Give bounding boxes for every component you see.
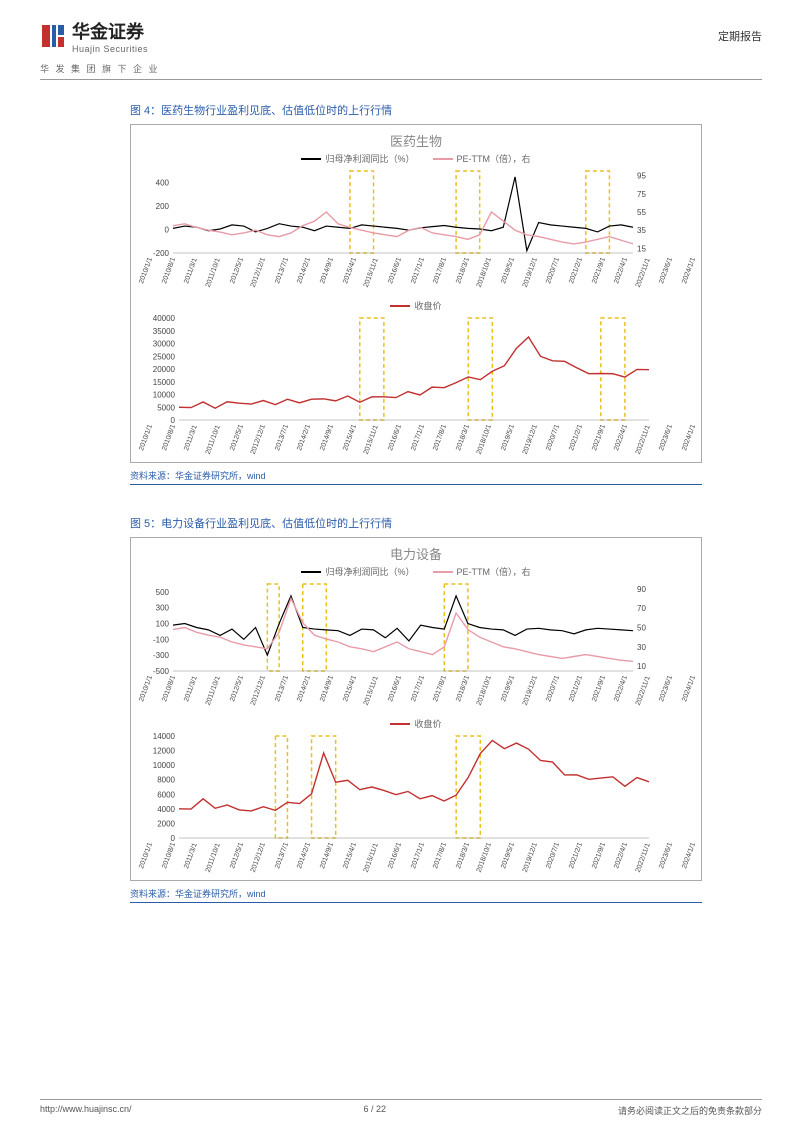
svg-text:95: 95 — [637, 172, 646, 181]
content: 图 4：医药生物行业盈利见底、估值低位时的上行行情 医药生物 归母净利润同比（%… — [0, 80, 802, 903]
svg-text:0: 0 — [165, 226, 170, 235]
svg-text:200: 200 — [156, 202, 170, 211]
svg-text:90: 90 — [637, 585, 646, 594]
logo-icon — [40, 23, 66, 49]
svg-text:10000: 10000 — [153, 761, 176, 770]
svg-text:55: 55 — [637, 208, 646, 217]
svg-text:-300: -300 — [153, 651, 170, 660]
page: 华金证券 Huajin Securities 定期报告 华 发 集 团 旗 下 … — [0, 0, 802, 1133]
footer-page: 6 / 22 — [364, 1104, 387, 1117]
fig4-bottom-plot: 0 5000 10000 15000 20000 25000 30000 35000 40000 — [139, 314, 659, 424]
svg-text:15: 15 — [637, 244, 646, 253]
legend-label: PE-TTM（倍），右 — [457, 152, 531, 165]
svg-text:400: 400 — [156, 179, 170, 188]
header-subtitle: 华 发 集 团 旗 下 企 业 — [0, 62, 802, 79]
footer: http://www.huajinsc.cn/ 6 / 22 请务必阅读正文之后… — [0, 1099, 802, 1117]
svg-text:100: 100 — [156, 620, 170, 629]
svg-text:10000: 10000 — [153, 391, 176, 400]
legend-label: 归母净利润同比（%） — [325, 565, 414, 578]
svg-text:20000: 20000 — [153, 365, 176, 374]
fig4-bottom-xaxis: 2010/1/12010/8/12011/3/12011/10/12012/5/… — [139, 424, 693, 460]
svg-text:14000: 14000 — [153, 732, 176, 741]
svg-text:35: 35 — [637, 226, 646, 235]
svg-text:40000: 40000 — [153, 314, 176, 323]
svg-text:5000: 5000 — [157, 403, 175, 412]
legend-label: PE-TTM（倍），右 — [457, 565, 531, 578]
svg-text:0: 0 — [171, 834, 176, 842]
fig4-chart: 医药生物 归母净利润同比（%） PE-TTM（倍），右 -200 0 200 400 1… — [130, 124, 702, 463]
fig5-panel-title: 电力设备 — [139, 544, 693, 563]
svg-text:50: 50 — [637, 624, 646, 633]
brand-cn: 华金证券 — [72, 18, 148, 44]
svg-text:-200: -200 — [153, 249, 170, 257]
fig5-top-plot: -500 -300 -100 100 300 500 10 30 50 70 90 — [139, 580, 659, 675]
brand-en: Huajin Securities — [72, 44, 148, 54]
svg-text:-100: -100 — [153, 635, 170, 644]
svg-text:75: 75 — [637, 190, 646, 199]
svg-text:-500: -500 — [153, 667, 170, 675]
fig5-top-xaxis: 2010/1/12010/8/12011/3/12011/10/12012/5/… — [139, 675, 693, 711]
fig4-top-plot: -200 0 200 400 15 35 55 75 95 — [139, 167, 659, 257]
svg-text:30: 30 — [637, 643, 646, 652]
fig5-legend-bottom: 收盘价 — [139, 717, 693, 730]
fig4-panel-title: 医药生物 — [139, 131, 693, 150]
svg-text:15000: 15000 — [153, 378, 176, 387]
fig4-title: 图 4：医药生物行业盈利见底、估值低位时的上行行情 — [130, 102, 702, 118]
fig5-source: 资料来源：华金证券研究所，wind — [130, 887, 702, 900]
fig5-bottom-plot: 0 2000 4000 6000 8000 10000 12000 14000 — [139, 732, 659, 842]
svg-text:10: 10 — [637, 662, 646, 671]
logo: 华金证券 Huajin Securities — [40, 18, 148, 54]
svg-text:12000: 12000 — [153, 747, 176, 756]
svg-text:4000: 4000 — [157, 805, 175, 814]
legend-label: 收盘价 — [414, 299, 441, 312]
svg-text:30000: 30000 — [153, 340, 176, 349]
footer-disclaimer: 请务必阅读正文之后的免责条款部分 — [618, 1104, 762, 1117]
fig5-chart: 电力设备 归母净利润同比（%） PE-TTM（倍），右 -500 -300 -100… — [130, 537, 702, 881]
fig5-title: 图 5：电力设备行业盈利见底、估值低位时的上行行情 — [130, 515, 702, 531]
svg-text:300: 300 — [156, 604, 170, 613]
fig4-source: 资料来源：华金证券研究所，wind — [130, 469, 702, 482]
fig5-source-divider — [130, 902, 702, 903]
header-right-label: 定期报告 — [718, 28, 762, 44]
footer-divider — [40, 1099, 762, 1100]
fig4-legend-top: 归母净利润同比（%） PE-TTM（倍），右 — [139, 152, 693, 165]
header: 华金证券 Huajin Securities 定期报告 — [0, 0, 802, 62]
svg-text:70: 70 — [637, 604, 646, 613]
svg-text:0: 0 — [171, 416, 176, 424]
svg-text:8000: 8000 — [157, 776, 175, 785]
fig5-bottom-xaxis: 2010/1/12010/8/12011/3/12011/10/12012/5/… — [139, 842, 693, 878]
fig4-legend-bottom: 收盘价 — [139, 299, 693, 312]
legend-label: 归母净利润同比（%） — [325, 152, 414, 165]
svg-text:25000: 25000 — [153, 352, 176, 361]
fig4-top-xaxis: 2010/1/12010/8/12011/3/12011/10/12012/5/… — [139, 257, 693, 293]
legend-label: 收盘价 — [414, 717, 441, 730]
svg-text:2000: 2000 — [157, 819, 175, 828]
fig4-source-divider — [130, 484, 702, 485]
fig5-legend-top: 归母净利润同比（%） PE-TTM（倍），右 — [139, 565, 693, 578]
footer-url: http://www.huajinsc.cn/ — [40, 1104, 132, 1117]
svg-text:35000: 35000 — [153, 327, 176, 336]
svg-text:500: 500 — [156, 588, 170, 597]
svg-text:6000: 6000 — [157, 790, 175, 799]
